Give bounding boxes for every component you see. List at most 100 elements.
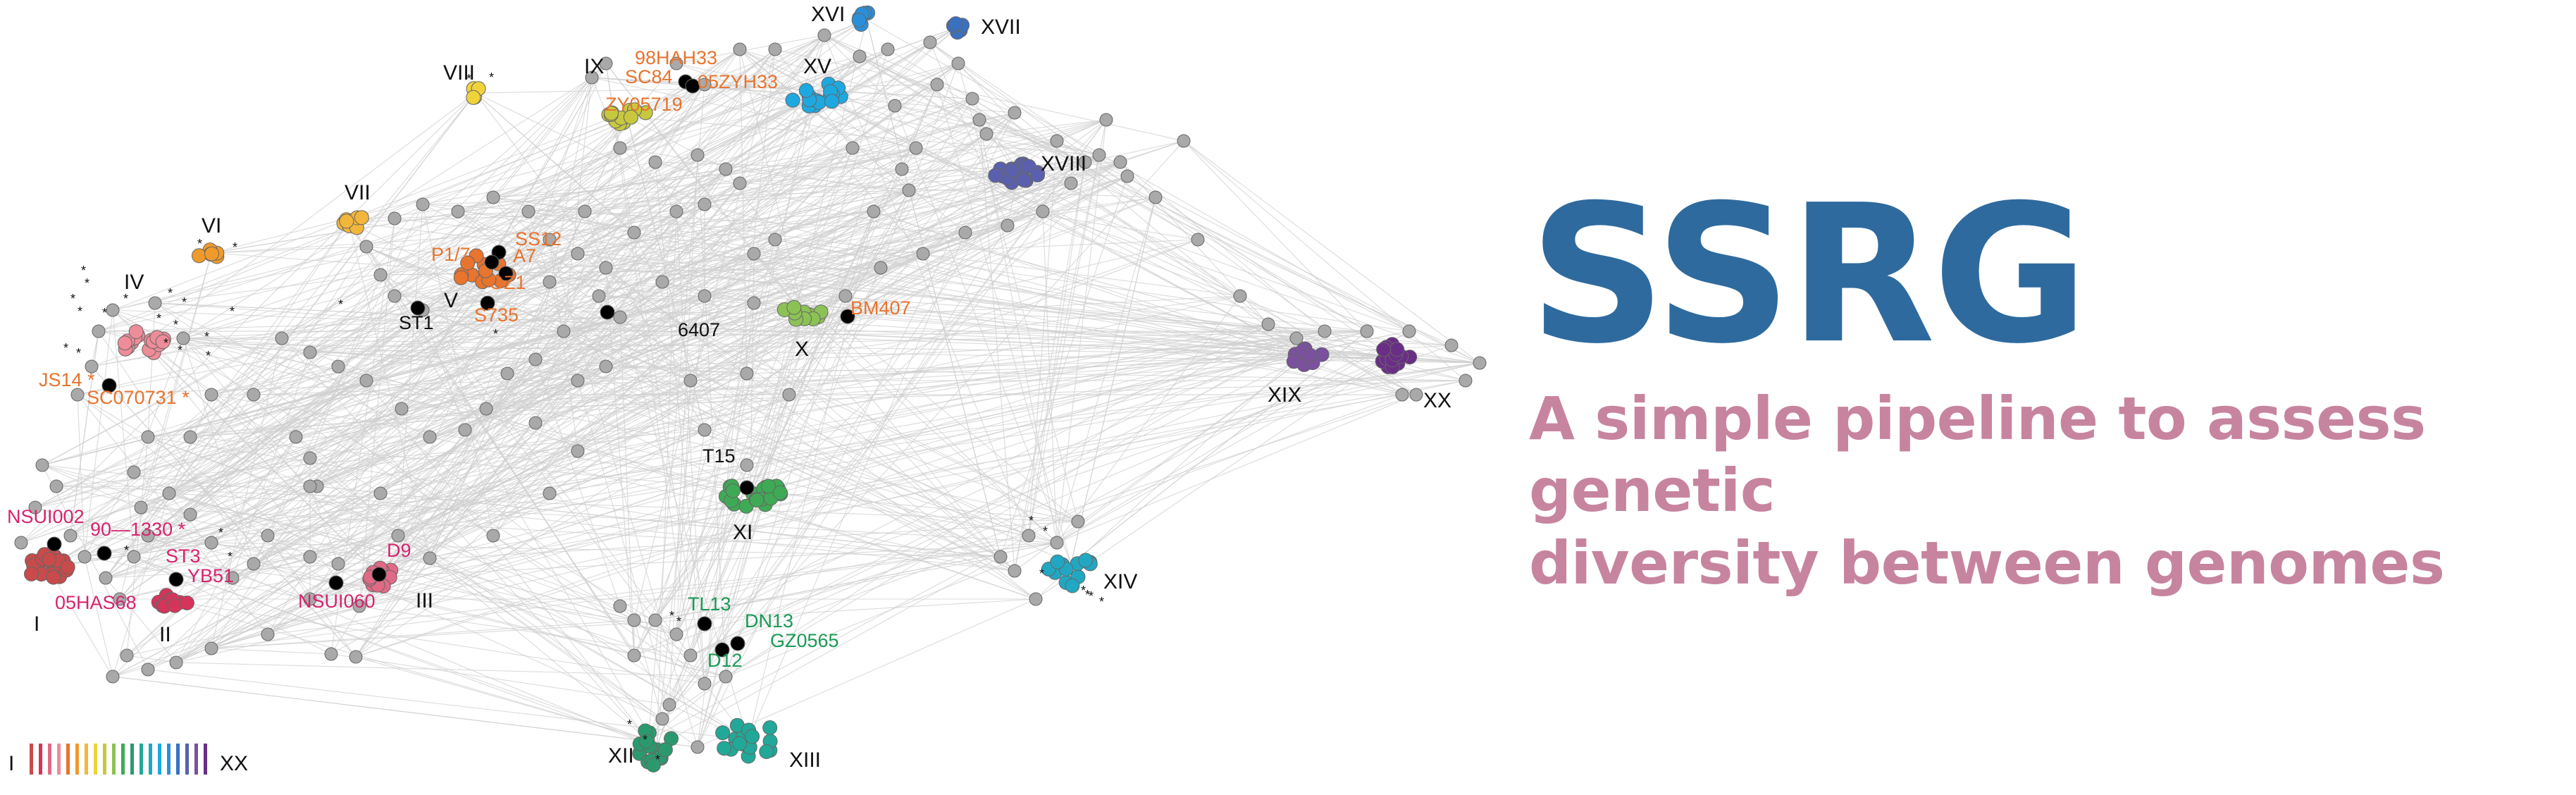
cluster-node-I — [46, 569, 61, 585]
network-edge — [894, 105, 1100, 156]
graph-node — [669, 627, 683, 641]
legend-end-label: XX — [220, 752, 248, 775]
star-marker: * — [102, 306, 107, 320]
network-edge — [475, 92, 1015, 572]
cluster-node-VII — [339, 214, 354, 229]
network-edge — [633, 232, 1480, 364]
graph-node — [352, 599, 366, 613]
graph-node — [627, 648, 641, 662]
network-edge — [535, 49, 776, 360]
network-edge — [633, 49, 776, 621]
strain-label: DN13 — [745, 610, 793, 631]
network-edge — [253, 161, 1086, 565]
legend-bar-XIX — [194, 744, 198, 775]
graph-node — [691, 148, 705, 162]
star-marker: * — [466, 72, 471, 86]
graph-node — [951, 56, 965, 70]
network-edge — [98, 84, 705, 332]
network-edge — [401, 63, 607, 409]
network-edge — [380, 225, 1008, 577]
star-marker: * — [1039, 567, 1044, 581]
network-edge — [704, 204, 776, 240]
network-edge — [1056, 355, 1392, 543]
cluster-node-VIII — [466, 90, 481, 105]
network-edge — [1042, 211, 1058, 543]
network-edge — [655, 84, 705, 163]
legend-bar-IV — [57, 744, 61, 775]
graph-node — [838, 289, 853, 303]
network-edge — [655, 161, 1466, 381]
star-marker: * — [493, 327, 498, 341]
network-edge — [366, 380, 649, 741]
graph-node — [1022, 529, 1036, 543]
network-edge — [126, 35, 825, 656]
graph-node — [1233, 289, 1247, 303]
network-edge — [535, 359, 748, 374]
network-edge — [739, 49, 1019, 175]
graph-node — [373, 268, 388, 282]
network-edge — [422, 309, 466, 431]
cluster-node-XIII — [745, 729, 760, 744]
network-edge — [1014, 355, 1308, 572]
star-marker: * — [1029, 514, 1034, 528]
network-edge — [168, 183, 741, 494]
graph-node — [1395, 388, 1409, 402]
graph-node — [698, 423, 712, 437]
graph-node — [423, 430, 437, 444]
network-edge — [70, 408, 487, 536]
strain-label: S735 — [474, 304, 519, 326]
legend-bar-XX — [204, 744, 207, 775]
network-edge — [112, 676, 698, 748]
network-edge — [126, 161, 656, 656]
graph-node — [521, 204, 535, 218]
graph-node — [958, 226, 972, 240]
network-edge — [753, 253, 1058, 543]
network-edge — [380, 394, 1403, 577]
star-marker: * — [204, 330, 209, 344]
network-edge — [338, 168, 726, 565]
network-edge — [859, 56, 1480, 364]
star-marker: * — [123, 292, 128, 306]
graph-node — [867, 204, 881, 218]
legend-bar-XIV — [149, 744, 152, 775]
brand-title: SSRG — [1529, 164, 2088, 386]
network-edge — [915, 147, 1241, 297]
strain-label: NSUI002 — [7, 506, 85, 527]
strain-label: JS14 * — [39, 369, 95, 390]
network-edge — [619, 119, 1107, 318]
cluster-node-II — [179, 596, 194, 610]
cluster-node-V — [453, 270, 469, 285]
graph-node — [571, 247, 585, 261]
graph-node — [78, 550, 92, 564]
network-edge — [309, 295, 600, 459]
network-edge — [958, 63, 1072, 184]
graph-node — [599, 261, 613, 275]
graph-node — [141, 529, 155, 543]
cluster-node-IX — [623, 109, 638, 125]
strain-label: NSUI060 — [298, 591, 376, 612]
network-edge — [147, 535, 233, 579]
network-edge — [485, 211, 874, 409]
network-edge — [690, 331, 1325, 656]
network-edge — [253, 295, 846, 565]
network-edge — [380, 49, 741, 577]
reference-node — [697, 616, 712, 631]
network-edge — [725, 225, 1008, 677]
network-edge — [704, 49, 741, 85]
legend-bar-XIII — [140, 744, 143, 775]
network-edge — [549, 42, 931, 283]
network-edge — [422, 161, 656, 205]
star-marker: * — [197, 237, 202, 251]
reference-node — [714, 642, 730, 658]
network-edge — [232, 133, 987, 579]
network-edge — [1056, 331, 1410, 543]
graph-node — [169, 655, 183, 670]
graph-node — [648, 155, 662, 169]
graph-node — [1029, 592, 1043, 606]
graph-node — [388, 211, 402, 226]
cluster-label-XIX: XIX — [1268, 383, 1301, 407]
star-marker: * — [233, 240, 237, 254]
network-edge — [211, 252, 1325, 332]
network-edge — [232, 98, 973, 579]
network-edge — [211, 542, 677, 635]
